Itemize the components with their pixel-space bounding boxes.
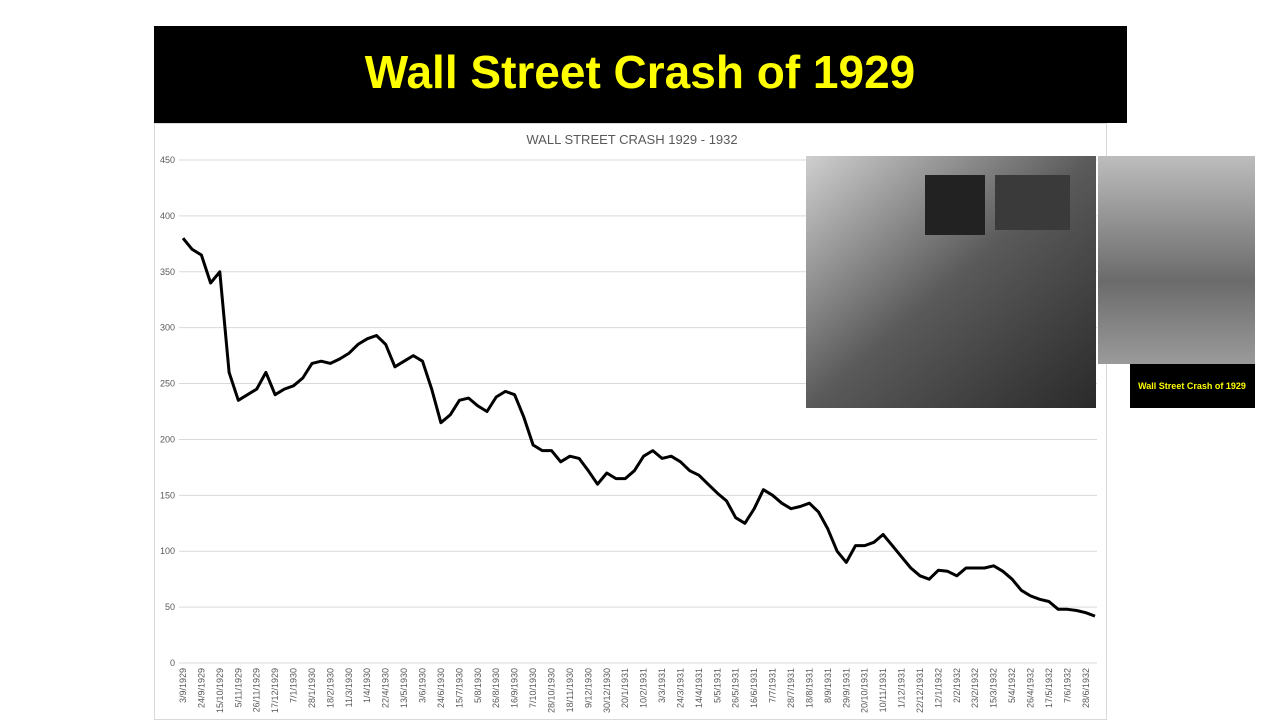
- x-tick-label: 28/1/1930: [307, 668, 317, 708]
- caption-box: [1130, 364, 1255, 408]
- x-tick-label: 14/4/1931: [694, 668, 704, 708]
- x-tick-label: 28/6/1932: [1081, 668, 1091, 708]
- x-tick-label: 1/4/1930: [362, 668, 372, 703]
- x-tick-label: 5/4/1932: [1007, 668, 1017, 703]
- x-tick-label: 22/4/1930: [381, 668, 391, 708]
- title-bar: [154, 26, 1127, 123]
- x-tick-label: 15/3/1932: [989, 668, 999, 708]
- x-tick-label: 5/11/1929: [233, 668, 243, 707]
- y-tick-label: 250: [160, 379, 175, 389]
- y-tick-label: 200: [160, 434, 175, 444]
- chart-title: WALL STREET CRASH 1929 - 1932: [526, 132, 737, 147]
- x-tick-label: 18/2/1930: [325, 668, 335, 708]
- x-tick-label: 2/2/1932: [952, 668, 962, 703]
- x-tick-label: 1/12/1931: [897, 668, 907, 708]
- x-tick-label: 28/7/1931: [786, 668, 796, 708]
- x-tick-label: 22/12/1931: [915, 668, 925, 713]
- plot: 0 50 100 150 200 250 300 350 400 450 3/9/1929 24/9/…: [160, 155, 1097, 713]
- x-tick-label: 24/9/1929: [196, 668, 206, 708]
- photo-protest: [1098, 156, 1255, 364]
- x-tick-label: 7/6/1932: [1062, 668, 1072, 703]
- x-tick-label: 24/3/1931: [675, 668, 685, 708]
- photo-caption: Wall Street Crash of 1929: [1138, 381, 1246, 391]
- x-tick-label: 10/2/1931: [639, 668, 649, 708]
- x-tick-label: 7/10/1930: [528, 668, 538, 708]
- x-tick-label: 7/7/1931: [768, 668, 778, 703]
- x-tick-label: 5/8/1930: [473, 668, 483, 703]
- y-tick-label: 150: [160, 490, 175, 500]
- x-tick-label: 26/11/1929: [252, 668, 262, 712]
- x-tick-label: 13/5/1930: [399, 668, 409, 708]
- x-tick-label: 16/6/1931: [749, 668, 759, 708]
- x-tick-label: 3/9/1929: [178, 668, 188, 703]
- x-tick-label: 29/9/1931: [841, 668, 851, 708]
- x-tick-label: 20/10/1931: [860, 668, 870, 713]
- x-tick-label: 5/5/1931: [712, 668, 722, 703]
- x-tick-label: 3/6/1930: [418, 668, 428, 703]
- y-tick-label: 0: [170, 658, 175, 668]
- x-tick-label: 15/7/1930: [454, 668, 464, 708]
- y-tick-label: 100: [160, 546, 175, 556]
- y-tick-label: 400: [160, 211, 175, 221]
- x-tick-label: 18/8/1931: [804, 668, 814, 708]
- x-tick-label: 12/1/1932: [933, 668, 943, 708]
- x-tick-label: 15/10/1929: [215, 668, 225, 713]
- x-tick-label: 26/4/1932: [1026, 668, 1036, 708]
- x-tick-label: 26/5/1931: [731, 668, 741, 708]
- x-tick-label: 17/5/1932: [1044, 668, 1054, 708]
- y-tick-label: 300: [160, 323, 175, 333]
- x-tick-label: 10/11/1931: [878, 668, 888, 712]
- y-tick-label: 350: [160, 267, 175, 277]
- photo-sign: [995, 175, 1070, 230]
- x-tick-label: 26/8/1930: [491, 668, 501, 708]
- x-tick-label: 9/12/1930: [583, 668, 593, 708]
- x-tick-label: 30/12/1930: [602, 668, 612, 713]
- x-tick-label: 20/1/1931: [620, 668, 630, 708]
- x-tick-label: 18/11/1930: [565, 668, 575, 712]
- slide-title: Wall Street Crash of 1929: [365, 46, 916, 98]
- x-tick-label: 3/3/1931: [657, 668, 667, 703]
- x-tick-label: 24/6/1930: [436, 668, 446, 708]
- x-tick-label: 23/2/1932: [970, 668, 980, 708]
- photo-sign: [925, 175, 985, 235]
- x-tick-label: 11/3/1930: [344, 668, 354, 707]
- y-tick-label: 450: [160, 155, 175, 165]
- x-tick-label: 17/12/1929: [270, 668, 280, 713]
- index-line: [181, 237, 1096, 618]
- x-tick-label: 7/1/1930: [289, 668, 299, 703]
- y-tick-label: 50: [165, 602, 175, 612]
- x-tick-label: 8/9/1931: [823, 668, 833, 703]
- x-tick-label: 28/10/1930: [546, 668, 556, 713]
- x-tick-label: 16/9/1930: [510, 668, 520, 708]
